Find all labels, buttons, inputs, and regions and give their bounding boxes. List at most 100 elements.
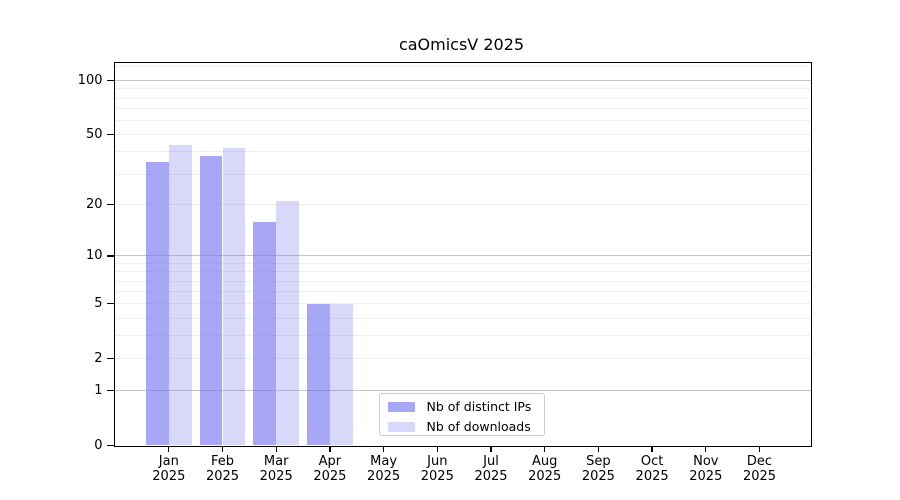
x-tick-mark xyxy=(544,445,546,452)
x-tick-month: Apr xyxy=(318,453,342,469)
x-tick-label: May 2025 xyxy=(356,454,412,485)
legend-item-distinct-ips: Nb of distinct IPs xyxy=(380,399,544,415)
chart-title: caOmicsV 2025 xyxy=(398,35,525,54)
y-tick-label: 0 xyxy=(94,437,103,453)
y-tick-label: 5 xyxy=(94,295,103,311)
x-tick-mark xyxy=(382,445,385,452)
y-tick-label: 2 xyxy=(94,350,103,366)
gridline-minor xyxy=(114,291,811,293)
gridline-minor xyxy=(114,97,811,99)
y-tick-mark xyxy=(106,303,114,305)
gridline-minor xyxy=(114,173,811,175)
legend-swatch-distinct-ips xyxy=(387,402,415,412)
gridline-minor xyxy=(114,134,811,136)
x-tick-year: 2025 xyxy=(474,469,508,484)
gridline-minor xyxy=(114,358,811,360)
gridline-minor xyxy=(114,303,811,305)
x-tick-month: Aug xyxy=(531,453,558,469)
bar-downloads-mar xyxy=(276,201,299,446)
x-tick-mark xyxy=(490,445,492,452)
x-tick-label: Mar 2025 xyxy=(248,454,304,485)
x-tick-year: 2025 xyxy=(152,469,186,484)
legend-swatch-downloads xyxy=(387,422,415,432)
gridline-minor xyxy=(114,65,811,67)
gridline-minor xyxy=(114,88,811,90)
x-tick-label: Jan 2025 xyxy=(141,454,197,485)
legend-label-distinct-ips: Nb of distinct IPs xyxy=(426,398,532,414)
x-tick-month: Nov xyxy=(693,453,719,469)
legend: Nb of distinct IPs Nb of downloads xyxy=(378,392,545,436)
plot-area: Nb of distinct IPs Nb of downloads 0 1 2 5 1… xyxy=(78,61,812,484)
x-tick-year: 2025 xyxy=(313,469,347,484)
gridline-major xyxy=(114,390,811,392)
x-tick-month: Feb xyxy=(210,453,235,469)
x-tick-mark xyxy=(705,445,707,452)
bar-downloads-jan xyxy=(168,144,192,446)
gridline-minor xyxy=(114,280,811,282)
x-tick-label: Aug 2025 xyxy=(517,454,573,485)
x-tick-label: Apr 2025 xyxy=(302,454,358,485)
bar-downloads-apr xyxy=(329,303,353,446)
gridline-major xyxy=(114,255,811,257)
gridline-minor xyxy=(114,317,811,319)
legend-label-downloads: Nb of downloads xyxy=(426,418,531,434)
x-tick-label: Feb 2025 xyxy=(195,454,251,485)
y-tick-mark xyxy=(106,444,114,447)
y-tick-label: 50 xyxy=(85,126,103,142)
x-tick-month: Jul xyxy=(483,453,499,469)
x-tick-year: 2025 xyxy=(581,469,615,484)
x-tick-label: Jul 2025 xyxy=(463,454,519,485)
bar-distinct-ips-apr xyxy=(307,303,330,446)
x-tick-month: Jun xyxy=(427,453,448,469)
bar-distinct-ips-mar xyxy=(253,221,277,446)
gridline-minor xyxy=(114,151,811,153)
x-tick-month: May xyxy=(370,453,398,469)
x-tick-mark xyxy=(651,445,653,452)
bar-distinct-ips-feb xyxy=(199,155,223,446)
gridline-major xyxy=(114,80,811,82)
y-tick-mark xyxy=(106,134,114,136)
y-tick-mark xyxy=(106,204,114,206)
x-tick-mark xyxy=(758,445,761,452)
x-tick-label: Jun 2025 xyxy=(409,454,465,485)
y-tick-mark xyxy=(106,255,114,257)
gridline-minor xyxy=(114,262,811,264)
y-tick-mark xyxy=(106,390,114,392)
y-tick-label: 1 xyxy=(94,382,103,398)
x-tick-mark xyxy=(168,445,170,452)
x-tick-label: Oct 2025 xyxy=(624,454,680,485)
x-tick-mark xyxy=(275,445,277,452)
gridline-minor xyxy=(114,108,811,109)
y-tick-label: 10 xyxy=(85,247,103,263)
x-tick-month: Sep xyxy=(586,453,611,469)
x-tick-year: 2025 xyxy=(367,469,401,484)
x-tick-year: 2025 xyxy=(259,469,293,484)
bar-distinct-ips-jan xyxy=(146,162,169,446)
x-tick-month: Mar xyxy=(263,453,289,469)
legend-item-downloads: Nb of downloads xyxy=(380,419,544,435)
x-tick-year: 2025 xyxy=(528,469,562,484)
gridline-minor xyxy=(114,335,811,337)
gridline-minor xyxy=(114,204,811,206)
gridline-minor xyxy=(114,271,811,273)
x-tick-label: Dec 2025 xyxy=(732,454,788,485)
x-tick-year: 2025 xyxy=(742,469,777,484)
x-tick-month: Dec xyxy=(746,453,773,469)
x-tick-year: 2025 xyxy=(689,469,723,484)
gridline-minor xyxy=(114,120,811,121)
x-tick-year: 2025 xyxy=(205,469,240,484)
y-tick-label: 20 xyxy=(85,196,103,212)
x-tick-mark xyxy=(221,445,224,452)
x-tick-label: Sep 2025 xyxy=(570,454,626,485)
x-tick-mark xyxy=(597,445,600,452)
y-tick-mark xyxy=(106,357,114,360)
y-tick-label: 100 xyxy=(77,72,103,88)
x-tick-month: Oct xyxy=(640,453,664,469)
x-tick-year: 2025 xyxy=(635,469,669,484)
bar-downloads-feb xyxy=(222,148,246,446)
x-tick-mark xyxy=(436,445,438,452)
y-tick-mark xyxy=(106,79,114,82)
x-tick-year: 2025 xyxy=(420,469,454,484)
x-tick-month: Jan xyxy=(158,453,179,469)
